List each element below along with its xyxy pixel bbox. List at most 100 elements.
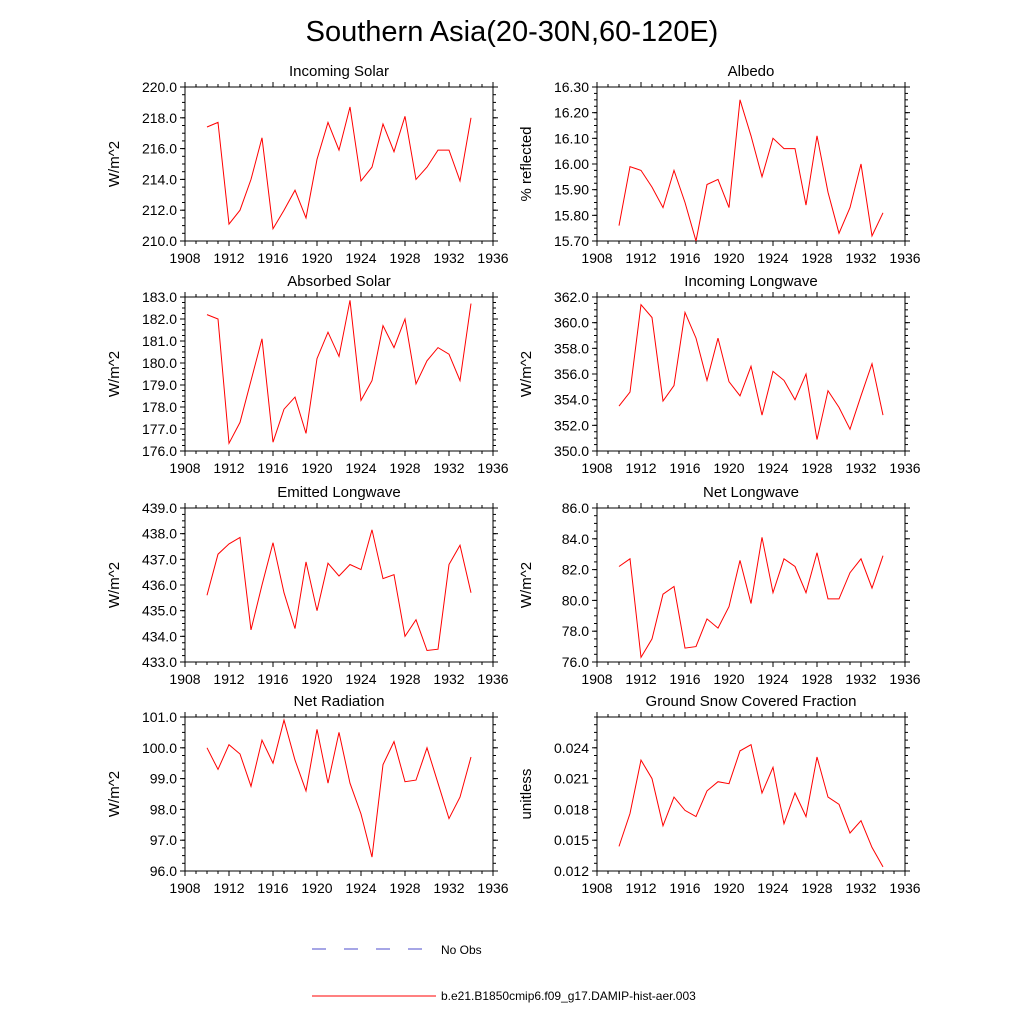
y-tick-label: 210.0 — [142, 233, 177, 249]
y-tick-label: 15.90 — [554, 182, 589, 198]
y-tick-label: 180.0 — [142, 355, 177, 371]
chart-panel: Incoming Longwave 1908 1912 1916 1920 1924 192… — [518, 273, 921, 476]
y-tick-label: 100.0 — [142, 740, 177, 756]
chart-panel: Absorbed Solar 1908 1912 1916 1920 1924 1928 19… — [106, 273, 509, 476]
x-tick-label: 1908 — [581, 880, 612, 896]
plot-frame — [596, 507, 906, 663]
x-tick-label: 1908 — [581, 250, 612, 266]
x-tick-label: 1916 — [257, 460, 288, 476]
y-tick-label: 82.0 — [562, 562, 589, 578]
y-tick-label: 354.0 — [554, 392, 589, 408]
y-tick-label: 183.0 — [142, 289, 177, 305]
y-tick-label: 0.012 — [554, 863, 589, 879]
y-axis-label: W/m^2 — [106, 562, 123, 608]
y-tick-label: 76.0 — [562, 654, 589, 670]
y-tick-label: 436.0 — [142, 577, 177, 593]
x-tick-label: 1916 — [669, 671, 700, 687]
x-tick-label: 1908 — [581, 460, 612, 476]
y-tick-label: 176.0 — [142, 443, 177, 459]
y-tick-label: 80.0 — [562, 592, 589, 608]
y-tick-label: 358.0 — [554, 340, 589, 356]
x-tick-label: 1908 — [169, 671, 200, 687]
y-tick-label: 16.10 — [554, 130, 589, 146]
x-tick-label: 1916 — [669, 460, 700, 476]
x-tick-label: 1924 — [757, 250, 788, 266]
x-tick-label: 1908 — [169, 460, 200, 476]
x-tick-label: 1928 — [801, 460, 832, 476]
x-tick-label: 1932 — [845, 880, 876, 896]
series-line — [618, 743, 884, 868]
x-tick-label: 1936 — [477, 250, 508, 266]
x-tick-label: 1928 — [389, 880, 420, 896]
y-tick-label: 97.0 — [150, 832, 177, 848]
panel-title: Incoming Longwave — [684, 273, 817, 290]
y-tick-label: 434.0 — [142, 628, 177, 644]
x-tick-label: 1908 — [169, 250, 200, 266]
y-axis-label: W/m^2 — [518, 351, 535, 397]
x-tick-label: 1908 — [581, 671, 612, 687]
legend-obs-label: No Obs — [441, 943, 482, 957]
x-tick-label: 1912 — [625, 250, 656, 266]
y-tick-label: 99.0 — [150, 771, 177, 787]
x-tick-label: 1924 — [757, 880, 788, 896]
x-tick-label: 1924 — [345, 460, 376, 476]
chart-panel: Albedo 1908 1912 1916 1920 1924 1928 1932 1936 15… — [518, 63, 921, 266]
x-tick-label: 1932 — [433, 460, 464, 476]
x-tick-label: 1920 — [713, 880, 744, 896]
chart-panel: Incoming Solar 1908 1912 1916 1920 1924 1928 19… — [106, 63, 509, 266]
y-tick-label: 0.018 — [554, 801, 589, 817]
series-line — [206, 529, 472, 652]
x-tick-label: 1924 — [345, 880, 376, 896]
x-tick-label: 1924 — [757, 671, 788, 687]
chart-panel: Ground Snow Covered Fraction 1908 1912 1916… — [518, 693, 921, 896]
panel-title: Ground Snow Covered Fraction — [646, 693, 857, 710]
y-tick-label: 16.30 — [554, 79, 589, 95]
series-line — [206, 106, 472, 231]
y-axis-label: W/m^2 — [106, 351, 123, 397]
legend: No Obs b.e21.B1850cmip6.f09_g17.DAMIP-hi… — [312, 943, 696, 1003]
x-tick-label: 1916 — [257, 880, 288, 896]
y-tick-label: 218.0 — [142, 110, 177, 126]
series-line — [618, 303, 884, 440]
x-tick-label: 1912 — [213, 250, 244, 266]
x-tick-label: 1916 — [669, 880, 700, 896]
y-tick-label: 16.20 — [554, 105, 589, 121]
y-tick-label: 437.0 — [142, 551, 177, 567]
panel-title: Albedo — [728, 63, 775, 80]
x-tick-label: 1932 — [845, 460, 876, 476]
y-tick-label: 78.0 — [562, 623, 589, 639]
x-tick-label: 1928 — [389, 250, 420, 266]
y-axis-label: unitless — [518, 769, 535, 820]
x-tick-label: 1936 — [477, 671, 508, 687]
y-tick-label: 101.0 — [142, 709, 177, 725]
x-tick-label: 1936 — [889, 250, 920, 266]
x-tick-label: 1936 — [477, 880, 508, 896]
x-tick-label: 1908 — [169, 880, 200, 896]
x-tick-label: 1912 — [213, 671, 244, 687]
x-tick-label: 1932 — [845, 250, 876, 266]
x-tick-label: 1936 — [889, 460, 920, 476]
y-tick-label: 177.0 — [142, 421, 177, 437]
x-tick-label: 1928 — [801, 250, 832, 266]
plot-frame — [184, 296, 494, 452]
y-tick-label: 84.0 — [562, 531, 589, 547]
y-tick-label: 352.0 — [554, 417, 589, 433]
y-tick-label: 182.0 — [142, 311, 177, 327]
plot-frame — [596, 296, 906, 452]
y-tick-label: 98.0 — [150, 801, 177, 817]
x-tick-label: 1920 — [301, 671, 332, 687]
y-tick-label: 15.80 — [554, 207, 589, 223]
panel-title: Absorbed Solar — [287, 273, 390, 290]
x-tick-label: 1920 — [301, 460, 332, 476]
y-tick-label: 86.0 — [562, 500, 589, 516]
x-tick-label: 1932 — [433, 880, 464, 896]
x-tick-label: 1920 — [301, 250, 332, 266]
series-line — [206, 300, 472, 446]
x-tick-label: 1936 — [889, 880, 920, 896]
x-tick-label: 1928 — [801, 880, 832, 896]
plot-frame — [596, 716, 906, 872]
x-tick-label: 1920 — [301, 880, 332, 896]
y-tick-label: 216.0 — [142, 141, 177, 157]
panel-title: Emitted Longwave — [277, 484, 400, 501]
